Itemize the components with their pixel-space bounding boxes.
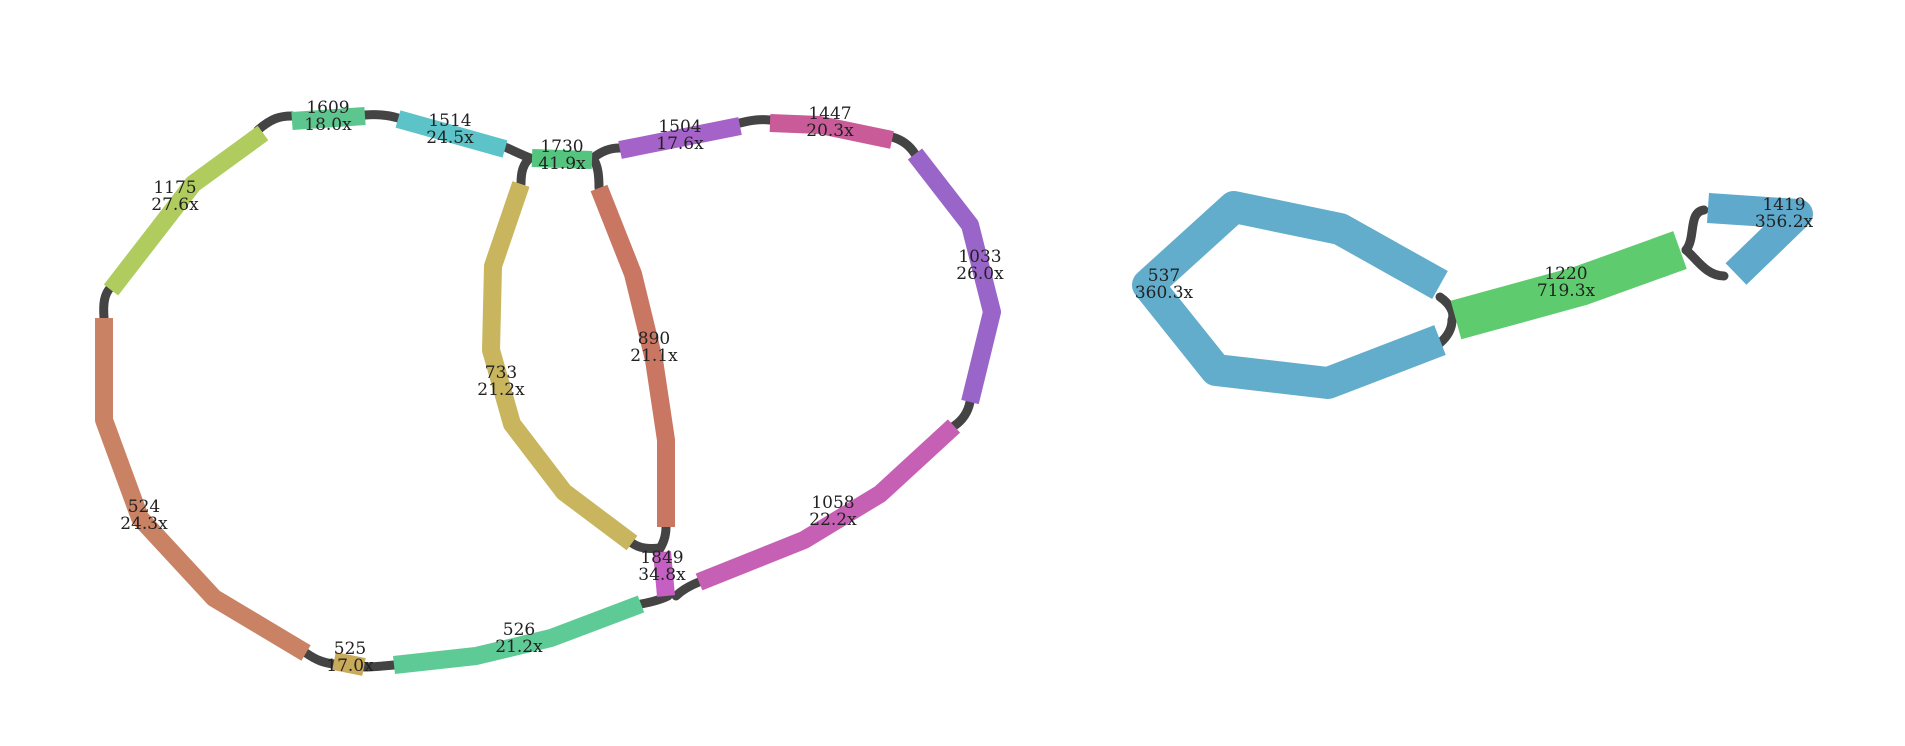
link-1220-1419-bottom <box>1681 245 1729 281</box>
graph-links <box>99 110 1729 672</box>
segment-537 <box>1132 191 1448 399</box>
link-1730-1504 <box>588 143 625 163</box>
segment-1609 <box>291 107 366 130</box>
label-525: 525 17.0x <box>326 639 374 676</box>
segment-1419 <box>1707 193 1813 285</box>
link-1447-1033 <box>887 132 920 159</box>
segment-1514 <box>395 110 508 158</box>
link-1504-1447 <box>735 115 775 128</box>
label-526: 526 21.2x <box>495 620 543 657</box>
segment-733 <box>482 181 638 551</box>
segment-1033 <box>907 148 1001 405</box>
segment-1849 <box>653 551 675 597</box>
label-890: 890 21.1x <box>630 329 678 366</box>
label-1514: 1514 24.5x <box>426 111 474 148</box>
label-1609: 1609 18.0x <box>304 98 352 135</box>
segment-1058 <box>695 419 961 591</box>
label-1220: 1220 719.3x <box>1537 264 1596 301</box>
graph-labels: 1609 18.0x 1514 24.5x 1730 41.9x 1504 17.6x … <box>120 98 1813 676</box>
link-1175-1609 <box>253 111 297 135</box>
segment-1175 <box>103 125 269 296</box>
label-1058: 1058 22.2x <box>809 493 857 530</box>
segment-526 <box>393 595 645 674</box>
label-1447: 1447 20.3x <box>806 104 854 141</box>
label-1033: 1033 26.0x <box>956 247 1004 284</box>
label-1175: 1175 27.6x <box>151 178 199 215</box>
label-524: 524 24.3x <box>120 497 168 534</box>
segment-525 <box>332 652 366 676</box>
link-1175-524 <box>99 282 116 323</box>
link-524-525 <box>301 648 339 669</box>
label-1730: 1730 41.9x <box>538 137 586 174</box>
link-1058-1849 <box>671 577 704 601</box>
label-1504: 1504 17.6x <box>656 117 704 154</box>
link-1220-1419-top <box>1681 205 1709 255</box>
label-1419: 1419 356.2x <box>1755 195 1814 232</box>
link-1609-1514 <box>360 110 403 123</box>
segment-890 <box>590 184 675 527</box>
link-537-1220-bottom <box>1435 315 1457 348</box>
link-890-1849 <box>653 522 671 557</box>
link-1730-733 <box>516 153 535 189</box>
label-733: 733 21.2x <box>477 363 525 400</box>
segment-1504 <box>618 117 742 159</box>
link-526-1849 <box>636 591 673 609</box>
link-1033-1058 <box>949 397 975 431</box>
segment-524 <box>95 318 311 661</box>
label-1849: 1849 34.8x <box>638 548 686 585</box>
segment-1220 <box>1450 231 1687 340</box>
segment-1730 <box>531 149 593 169</box>
label-537: 537 360.3x <box>1135 266 1194 303</box>
link-525-526 <box>359 660 399 672</box>
graph-segments <box>95 107 1813 676</box>
segment-1447 <box>769 114 894 149</box>
link-1730-890 <box>588 153 604 193</box>
